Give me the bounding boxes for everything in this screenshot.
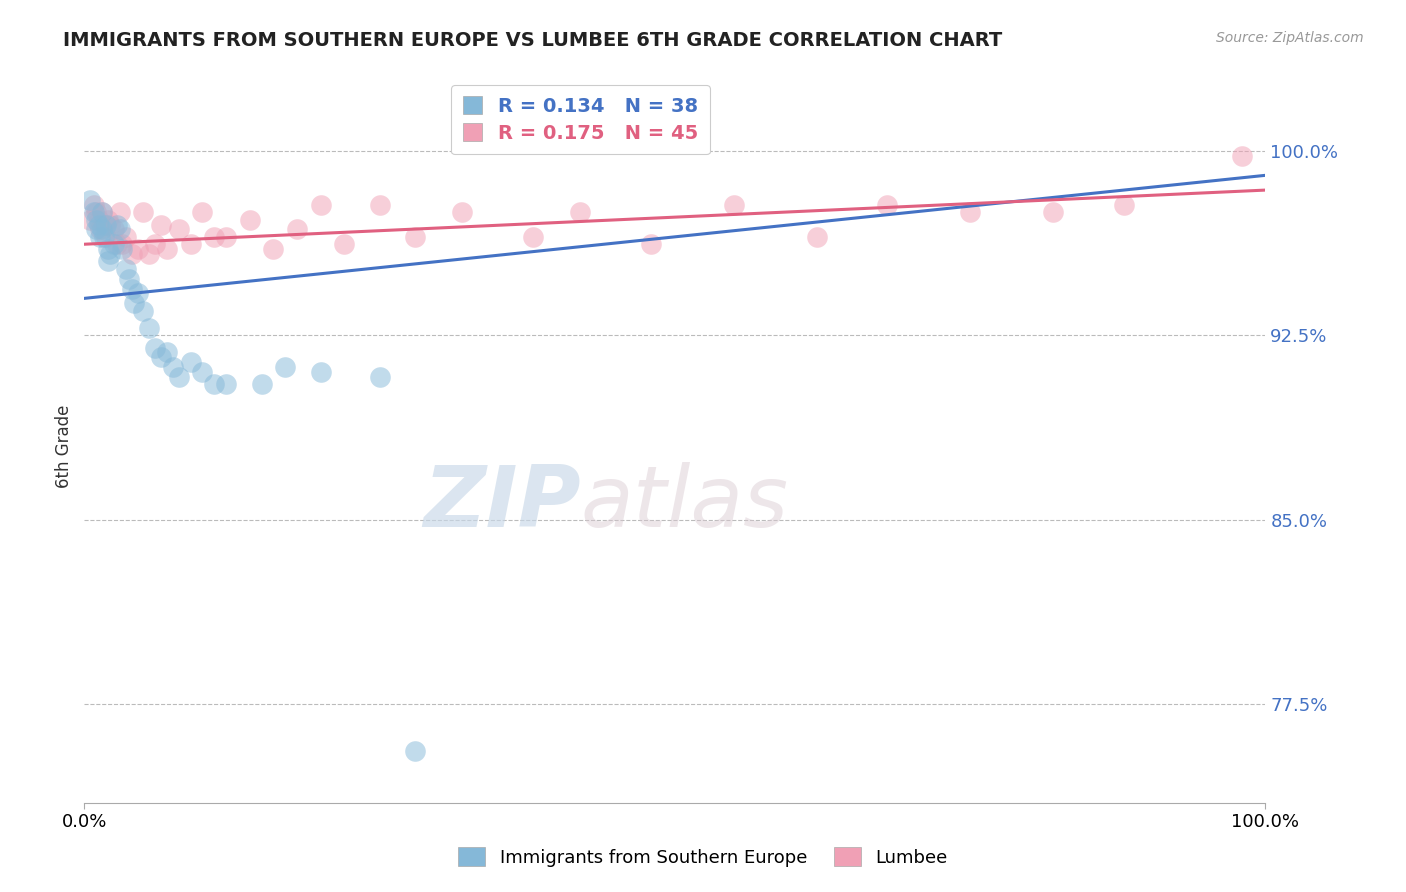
Point bbox=[108, 205, 131, 219]
Point bbox=[121, 247, 143, 261]
Point bbox=[111, 242, 134, 256]
Point bbox=[132, 205, 155, 219]
Point bbox=[309, 365, 332, 379]
Point bbox=[215, 230, 238, 244]
Point bbox=[93, 230, 115, 244]
Point bbox=[180, 237, 202, 252]
Point bbox=[1112, 198, 1135, 212]
Point bbox=[121, 281, 143, 295]
Text: ZIP: ZIP bbox=[423, 461, 581, 545]
Point bbox=[93, 218, 115, 232]
Point bbox=[127, 242, 149, 256]
Point bbox=[94, 230, 117, 244]
Point bbox=[522, 230, 544, 244]
Point bbox=[127, 286, 149, 301]
Point bbox=[138, 247, 160, 261]
Point bbox=[202, 230, 225, 244]
Point bbox=[202, 377, 225, 392]
Text: atlas: atlas bbox=[581, 461, 789, 545]
Point bbox=[103, 222, 125, 236]
Point bbox=[108, 222, 131, 236]
Point bbox=[91, 205, 114, 219]
Point bbox=[118, 271, 141, 285]
Point bbox=[79, 212, 101, 227]
Point bbox=[569, 205, 592, 219]
Point bbox=[91, 222, 114, 236]
Point bbox=[285, 222, 308, 236]
Point bbox=[89, 230, 111, 244]
Point bbox=[107, 237, 129, 252]
Point bbox=[98, 218, 121, 232]
Point bbox=[83, 205, 105, 219]
Point bbox=[98, 247, 121, 261]
Point bbox=[723, 198, 745, 212]
Point bbox=[132, 303, 155, 318]
Point bbox=[1042, 205, 1064, 219]
Point bbox=[876, 198, 898, 212]
Point bbox=[451, 205, 474, 219]
Point bbox=[156, 345, 179, 359]
Y-axis label: 6th Grade: 6th Grade bbox=[55, 404, 73, 488]
Point bbox=[404, 230, 426, 244]
Legend: Immigrants from Southern Europe, Lumbee: Immigrants from Southern Europe, Lumbee bbox=[451, 840, 955, 874]
Point bbox=[97, 242, 120, 256]
Point bbox=[150, 351, 173, 365]
Point bbox=[274, 360, 297, 375]
Point bbox=[87, 218, 110, 232]
Point bbox=[215, 377, 238, 392]
Point bbox=[143, 341, 166, 355]
Legend: R = 0.134   N = 38, R = 0.175   N = 45: R = 0.134 N = 38, R = 0.175 N = 45 bbox=[451, 85, 710, 154]
Point bbox=[191, 205, 214, 219]
Point bbox=[180, 355, 202, 369]
Point bbox=[368, 198, 391, 212]
Point bbox=[97, 254, 120, 268]
Point bbox=[1230, 148, 1253, 162]
Point bbox=[162, 360, 184, 375]
Point bbox=[84, 205, 107, 219]
Point bbox=[122, 296, 145, 310]
Point bbox=[191, 365, 214, 379]
Point bbox=[84, 222, 107, 236]
Text: Source: ZipAtlas.com: Source: ZipAtlas.com bbox=[1216, 31, 1364, 45]
Point bbox=[138, 321, 160, 335]
Point bbox=[156, 242, 179, 256]
Point bbox=[143, 237, 166, 252]
Point bbox=[959, 205, 981, 219]
Point bbox=[640, 237, 662, 252]
Point bbox=[309, 198, 332, 212]
Point bbox=[167, 370, 190, 384]
Point bbox=[404, 744, 426, 758]
Point bbox=[114, 261, 136, 276]
Point bbox=[806, 230, 828, 244]
Point bbox=[83, 198, 105, 212]
Point bbox=[79, 193, 101, 207]
Point bbox=[87, 212, 110, 227]
Text: IMMIGRANTS FROM SOUTHERN EUROPE VS LUMBEE 6TH GRADE CORRELATION CHART: IMMIGRANTS FROM SOUTHERN EUROPE VS LUMBE… bbox=[63, 31, 1002, 50]
Point bbox=[114, 230, 136, 244]
Point bbox=[250, 377, 273, 392]
Point bbox=[167, 222, 190, 236]
Point bbox=[239, 212, 262, 227]
Point bbox=[84, 212, 107, 227]
Point bbox=[94, 218, 117, 232]
Point bbox=[107, 218, 129, 232]
Point bbox=[150, 218, 173, 232]
Point bbox=[368, 370, 391, 384]
Point bbox=[97, 212, 120, 227]
Point bbox=[333, 237, 356, 252]
Point bbox=[111, 237, 134, 252]
Point bbox=[89, 222, 111, 236]
Point bbox=[103, 237, 125, 252]
Point bbox=[91, 205, 114, 219]
Point bbox=[262, 242, 284, 256]
